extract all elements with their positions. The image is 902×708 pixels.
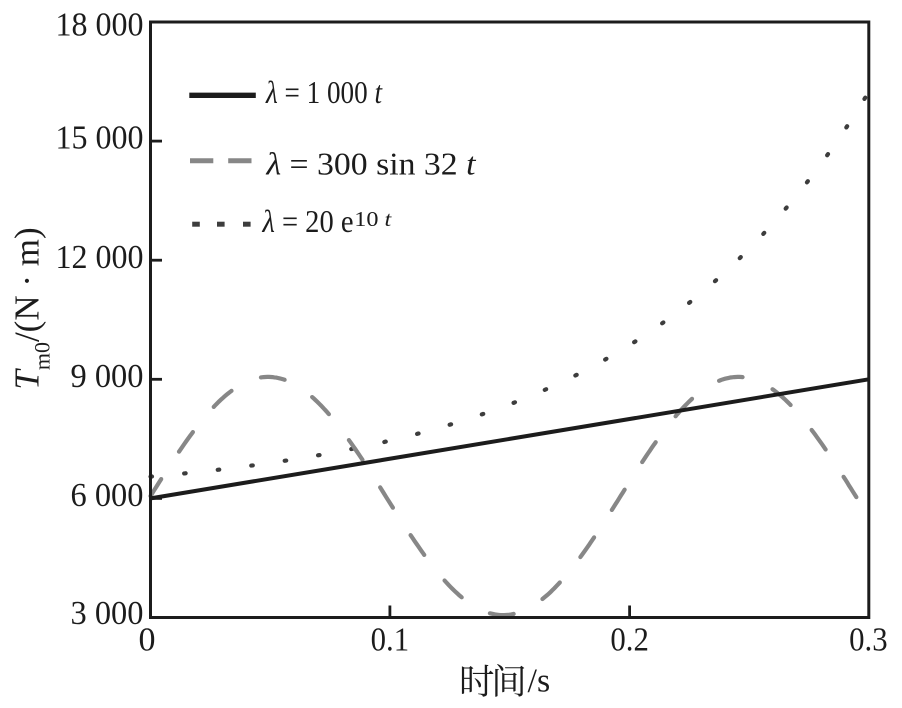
svg-text:0.2: 0.2: [610, 622, 649, 659]
svg-text:/s: /s: [528, 663, 551, 700]
svg-text:6 000: 6 000: [71, 477, 144, 514]
svg-text:0.1: 0.1: [371, 622, 410, 659]
svg-text:λ = 20 e: λ = 20 e: [262, 203, 354, 239]
svg-text:Tm0/(N · m): Tm0/(N · m): [8, 227, 55, 389]
svg-text:9 000: 9 000: [71, 358, 144, 395]
svg-text:10 t: 10 t: [354, 207, 392, 231]
svg-text:λ = 1 000 t: λ = 1 000 t: [265, 74, 383, 110]
svg-text:18 000: 18 000: [56, 7, 144, 44]
svg-text:0.3: 0.3: [849, 622, 888, 659]
svg-text:12 000: 12 000: [56, 239, 144, 276]
svg-text:0: 0: [139, 622, 156, 659]
svg-text:3 000: 3 000: [71, 595, 144, 632]
svg-text:15 000: 15 000: [56, 120, 144, 157]
svg-text:λ = 300 sin 32 t: λ = 300 sin 32 t: [265, 146, 476, 182]
